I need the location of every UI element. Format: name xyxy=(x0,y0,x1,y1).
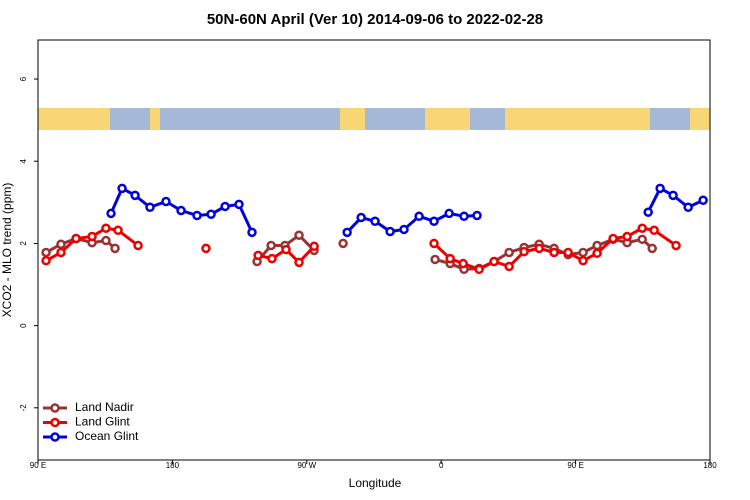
y-tick-label: -2 xyxy=(19,404,28,412)
data-point xyxy=(519,246,529,257)
data-point xyxy=(41,255,51,266)
data-point xyxy=(668,190,678,201)
x-tick-label: 0 xyxy=(439,461,444,470)
data-point xyxy=(101,223,111,233)
data-point xyxy=(504,247,514,258)
data-point xyxy=(385,226,395,237)
data-point xyxy=(192,210,202,221)
data-point xyxy=(592,248,602,259)
series-line xyxy=(109,186,704,234)
data-point xyxy=(41,247,51,258)
data-point xyxy=(71,233,81,244)
x-tick-label: 90 E xyxy=(30,461,46,470)
y-tick-label: 4 xyxy=(19,158,28,163)
data-point xyxy=(683,202,693,213)
data-point xyxy=(622,231,632,242)
data-point xyxy=(534,243,544,254)
data-point xyxy=(267,253,277,264)
data-point xyxy=(592,240,602,251)
x-tick-label: 90 W xyxy=(297,461,316,470)
data-point xyxy=(220,201,230,212)
data-point xyxy=(459,211,469,222)
data-point xyxy=(161,196,171,207)
data-point xyxy=(578,247,588,258)
data-point xyxy=(281,244,291,255)
data-point xyxy=(578,255,588,266)
data-point xyxy=(637,223,647,233)
data-point xyxy=(106,208,116,219)
data-point xyxy=(201,243,211,254)
plot-frame xyxy=(37,39,711,461)
data-point xyxy=(445,253,455,264)
data-point xyxy=(56,247,66,258)
legend-marker xyxy=(50,417,60,428)
chart-title: 50N-60N April (Ver 10) 2014-09-06 to 202… xyxy=(207,11,543,28)
data-point xyxy=(338,238,348,249)
data-point xyxy=(87,231,97,242)
data-point xyxy=(649,225,659,236)
data-point xyxy=(429,216,439,226)
data-point xyxy=(474,264,484,275)
x-tick-label: 180 xyxy=(703,461,717,470)
data-point xyxy=(247,227,257,238)
legend-label: Land Glint xyxy=(75,415,130,429)
data-point xyxy=(698,195,708,206)
y-tick-label: 6 xyxy=(19,76,28,81)
data-point xyxy=(101,235,111,246)
data-point xyxy=(608,233,618,244)
data-point xyxy=(655,183,665,194)
data-point xyxy=(356,212,366,223)
data-point xyxy=(671,240,681,251)
data-point xyxy=(647,243,657,254)
data-point xyxy=(130,190,140,201)
data-point xyxy=(563,247,573,258)
data-point xyxy=(399,224,409,235)
data-point xyxy=(176,205,186,216)
data-point xyxy=(56,239,66,249)
data-point xyxy=(414,211,424,222)
data-point xyxy=(253,250,263,261)
data-point xyxy=(637,234,647,245)
data-point xyxy=(294,230,304,240)
data-point xyxy=(117,183,127,194)
legend-label: Ocean Glint xyxy=(75,429,139,443)
legend-label: Land Nadir xyxy=(75,400,134,414)
y-tick-label: 0 xyxy=(19,323,28,328)
x-tick-label: 90 E xyxy=(567,461,583,470)
data-point xyxy=(643,207,653,217)
data-point xyxy=(370,216,380,226)
data-point xyxy=(342,227,352,238)
data-point xyxy=(504,261,514,272)
data-point xyxy=(113,225,123,236)
data-point xyxy=(266,240,276,251)
data-point xyxy=(489,256,499,267)
y-axis-label: XCO2 - MLO trend (ppm) xyxy=(0,183,14,318)
data-point xyxy=(472,210,482,221)
data-point xyxy=(430,254,440,265)
x-axis-label: Longitude xyxy=(349,476,402,490)
data-point xyxy=(444,208,454,219)
data-point xyxy=(234,199,244,210)
data-point xyxy=(309,241,319,252)
map-band xyxy=(38,108,710,130)
data-point xyxy=(110,243,120,254)
data-point xyxy=(429,238,439,249)
data-point xyxy=(145,202,155,213)
data-point xyxy=(294,257,304,268)
x-tick-label: 180 xyxy=(166,461,180,470)
data-point xyxy=(133,240,143,251)
y-tick-label: 2 xyxy=(19,241,28,246)
legend-marker xyxy=(50,432,60,442)
data-point xyxy=(206,209,216,219)
legend-marker xyxy=(50,403,60,413)
data-point xyxy=(549,247,559,258)
data-point xyxy=(458,258,468,269)
